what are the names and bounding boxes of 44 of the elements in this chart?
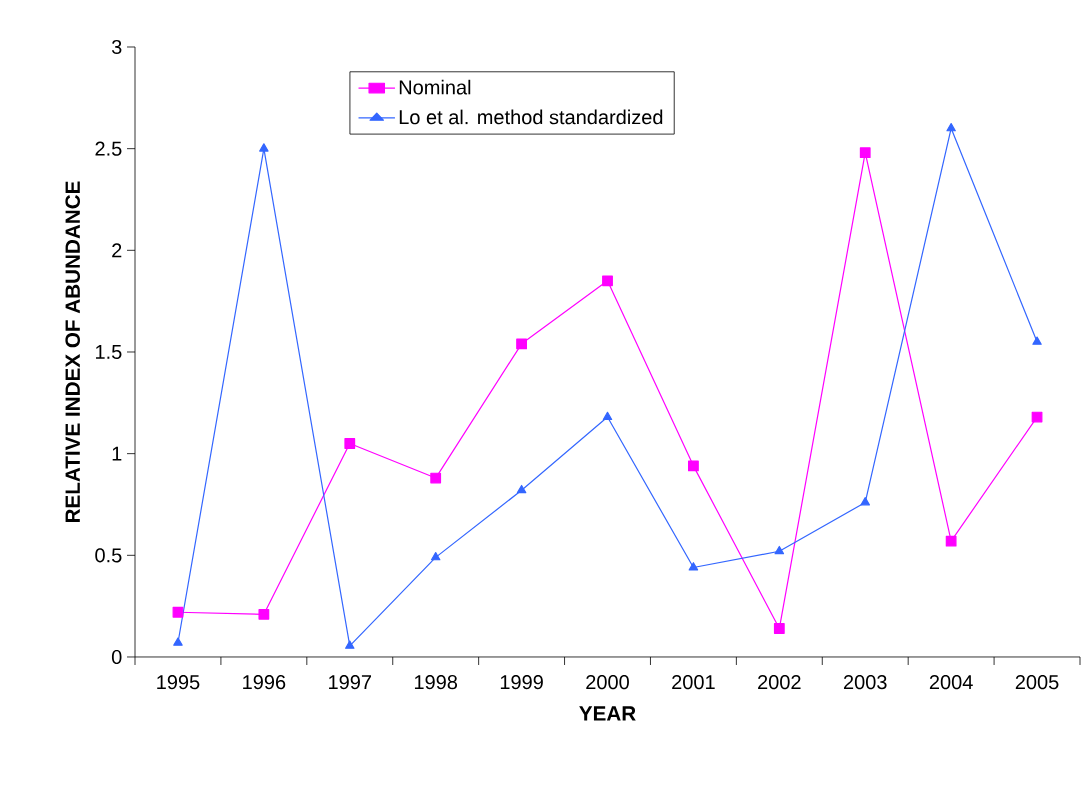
y-tick-label: 1 [112,446,122,461]
y-tick-label: 0 [111,649,122,665]
x-tick-label: 2005 [1015,675,1059,690]
point [946,122,956,132]
x-tick-label: 2003 [843,675,887,690]
x-tick-label: 2000 [586,675,629,690]
x-tick-label: 1995 [157,675,200,690]
x-tick-label: 1997 [329,675,372,690]
point [688,562,699,571]
point [773,623,785,634]
point [430,551,441,561]
point [258,608,270,620]
y-tick-label: 2.5 [95,141,122,156]
x-tick-label: 2004 [929,675,973,690]
point [688,460,699,472]
point [345,640,355,649]
point [173,637,183,646]
point [259,143,269,152]
y-axis-title: RELATIVE INDEX OF ABUNDANCE [65,181,81,523]
point [1032,336,1042,345]
legend-label: Lo et al. method standardized [399,109,663,125]
point [516,484,527,494]
point [602,411,613,421]
y-tick-label: 1.5 [96,345,122,359]
point [945,535,957,547]
point [860,497,870,506]
x-tick-label: 1996 [243,675,286,690]
point [602,275,613,287]
point [774,545,785,555]
point [344,438,356,449]
point [1031,411,1043,423]
legend-label: Nominal [399,79,471,95]
point [516,338,527,350]
y-tick-label: 0.5 [95,548,122,563]
x-tick-label: 1999 [500,675,543,690]
x-tick-label: 2002 [758,675,801,690]
point [430,472,442,484]
x-axis-title: YEAR [579,706,636,721]
x-tick-label: 1998 [414,675,458,690]
point [172,606,184,618]
y-tick-label: 3 [111,39,122,55]
point [859,147,871,159]
x-tick-label: 2001 [672,675,715,690]
y-tick-label: 2 [112,243,122,258]
